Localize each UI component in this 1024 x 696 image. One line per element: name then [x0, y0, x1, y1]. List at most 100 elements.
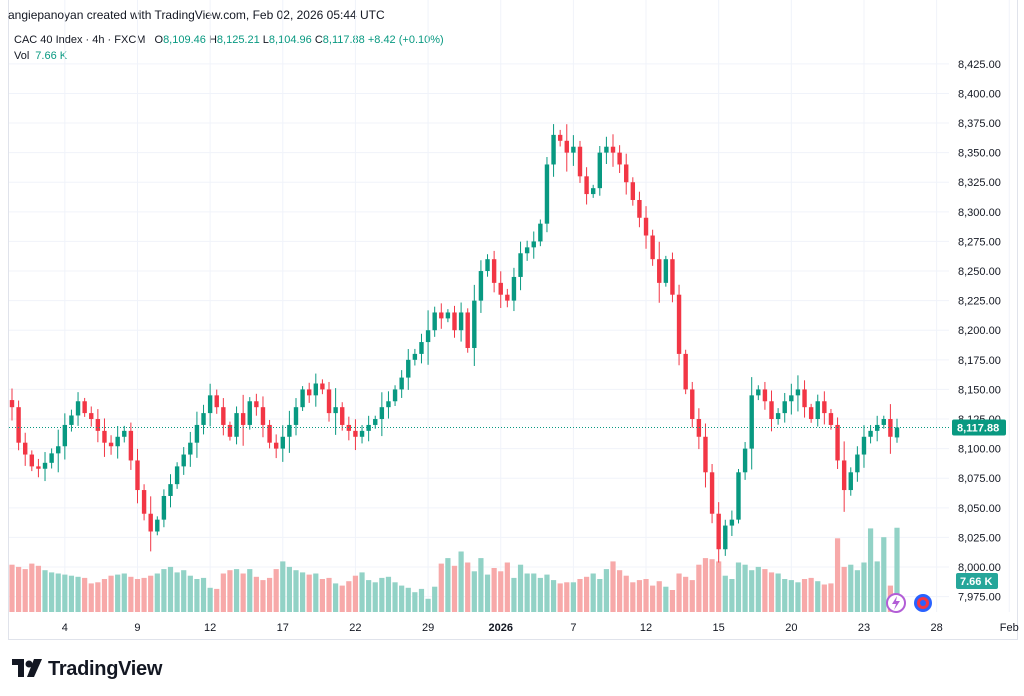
- candle-body: [359, 430, 365, 437]
- candle-body: [808, 407, 814, 420]
- candle-body: [399, 377, 404, 390]
- candle-body: [366, 424, 371, 431]
- price-axis[interactable]: 8,425.00 8,400.00 8,375.00 8,350.00 8,325.00…: [958, 59, 1001, 604]
- price-tick-label: 8,375.00: [958, 118, 1001, 130]
- symbol-label[interactable]: CAC 40 Index · 4h · FXCM: [14, 34, 146, 46]
- candle-body: [75, 401, 81, 416]
- candle-body: [584, 176, 589, 195]
- candle-body: [174, 466, 180, 485]
- volume-bar: [643, 579, 649, 612]
- volume-bars: [9, 527, 900, 612]
- candles: [9, 124, 900, 563]
- candle-body: [201, 413, 206, 425]
- candle-body: [188, 442, 193, 455]
- volume-bar: [333, 583, 339, 612]
- candle-body: [214, 395, 219, 408]
- candle-body: [155, 519, 160, 532]
- price-tick-label: 8,350.00: [958, 148, 1001, 160]
- candle-body: [762, 389, 768, 402]
- time-tick-label: 23: [858, 622, 870, 634]
- volume-bar: [154, 573, 160, 612]
- volume-bar: [161, 569, 167, 612]
- alert-icon[interactable]: [886, 593, 906, 613]
- volume-bar: [108, 575, 114, 612]
- volume-bar: [597, 579, 603, 612]
- candle-body: [478, 271, 484, 301]
- price-tick-label: 8,175.00: [958, 355, 1001, 367]
- volume-bar: [894, 527, 900, 612]
- candle-body: [267, 424, 272, 443]
- volume-bar: [451, 565, 458, 612]
- volume-bar: [75, 576, 81, 612]
- candle-body: [822, 401, 827, 414]
- candle-body: [465, 312, 470, 348]
- volume-bar: [68, 575, 75, 612]
- volume-bar: [729, 579, 735, 612]
- candle-body: [729, 519, 735, 526]
- volume-bar: [266, 577, 273, 612]
- candle-body: [293, 407, 299, 425]
- volume-bar: [702, 558, 709, 612]
- volume-bar: [854, 570, 860, 612]
- volume-bar: [379, 577, 385, 612]
- volume-bar: [577, 579, 583, 612]
- candle-body: [472, 300, 477, 348]
- candle-body: [756, 389, 761, 396]
- volume-bar: [795, 582, 801, 612]
- volume-bar: [557, 583, 563, 612]
- volume-bar: [214, 588, 220, 612]
- price-tick-label: 8,100.00: [958, 444, 1001, 456]
- volume-bar: [590, 573, 596, 612]
- volume-bar: [782, 579, 788, 612]
- candle-body: [604, 146, 609, 153]
- volume-bar: [9, 564, 15, 612]
- volume-bar: [392, 582, 398, 612]
- candle-body: [240, 413, 246, 425]
- price-tick-label: 8,425.00: [958, 59, 1001, 71]
- candle-body: [412, 353, 418, 360]
- volume-bar: [22, 569, 28, 612]
- volume-bar: [623, 575, 629, 612]
- grid-lines: [9, 0, 1010, 612]
- price-tick-label: 7,975.00: [958, 592, 1001, 604]
- candle-body: [802, 389, 807, 408]
- volume-bar: [128, 576, 134, 612]
- high-value: 8,125.21: [216, 34, 260, 46]
- volume-label[interactable]: Vol: [14, 50, 30, 62]
- candle-body: [795, 389, 801, 396]
- volume-bar: [55, 573, 61, 612]
- volume-bar: [181, 570, 187, 612]
- tradingview-logo[interactable]: TradingView: [12, 656, 162, 682]
- volume-bar: [319, 579, 326, 612]
- low-value: 8,104.96: [268, 34, 312, 46]
- time-axis[interactable]: 4 9 12 17 22 29 2026 7 12 15 20 23 28 Feb: [62, 622, 1019, 634]
- candle-body: [452, 312, 457, 331]
- price-chart[interactable]: 8,425.00 8,400.00 8,375.00 8,350.00 8,325.00…: [0, 0, 1024, 640]
- volume-bar: [62, 574, 68, 612]
- chart-frame: [8, 0, 1018, 640]
- volume-bar: [253, 576, 259, 612]
- volume-bar: [531, 573, 537, 612]
- volume-bar: [610, 561, 616, 612]
- volume-bar: [742, 564, 748, 612]
- volume-bar: [801, 579, 808, 612]
- candle-body: [141, 490, 147, 514]
- candle-body: [273, 442, 279, 449]
- volume-bar: [650, 585, 656, 612]
- time-tick-label: 22: [349, 622, 361, 634]
- candle-body: [881, 419, 886, 425]
- candle-body: [769, 401, 774, 420]
- candle-body: [69, 415, 74, 425]
- volume-bar: [412, 592, 418, 612]
- globe-icon[interactable]: [914, 594, 932, 612]
- volume-bar: [372, 582, 378, 612]
- volume-bar: [617, 570, 623, 612]
- volume-bar: [260, 580, 266, 612]
- volume-bar: [709, 559, 715, 612]
- volume-bar: [273, 569, 279, 612]
- close-label: C: [314, 34, 323, 46]
- volume-bar: [881, 537, 887, 612]
- candle-body: [544, 164, 550, 224]
- volume-bar: [233, 569, 240, 612]
- time-tick-label: 15: [713, 622, 725, 634]
